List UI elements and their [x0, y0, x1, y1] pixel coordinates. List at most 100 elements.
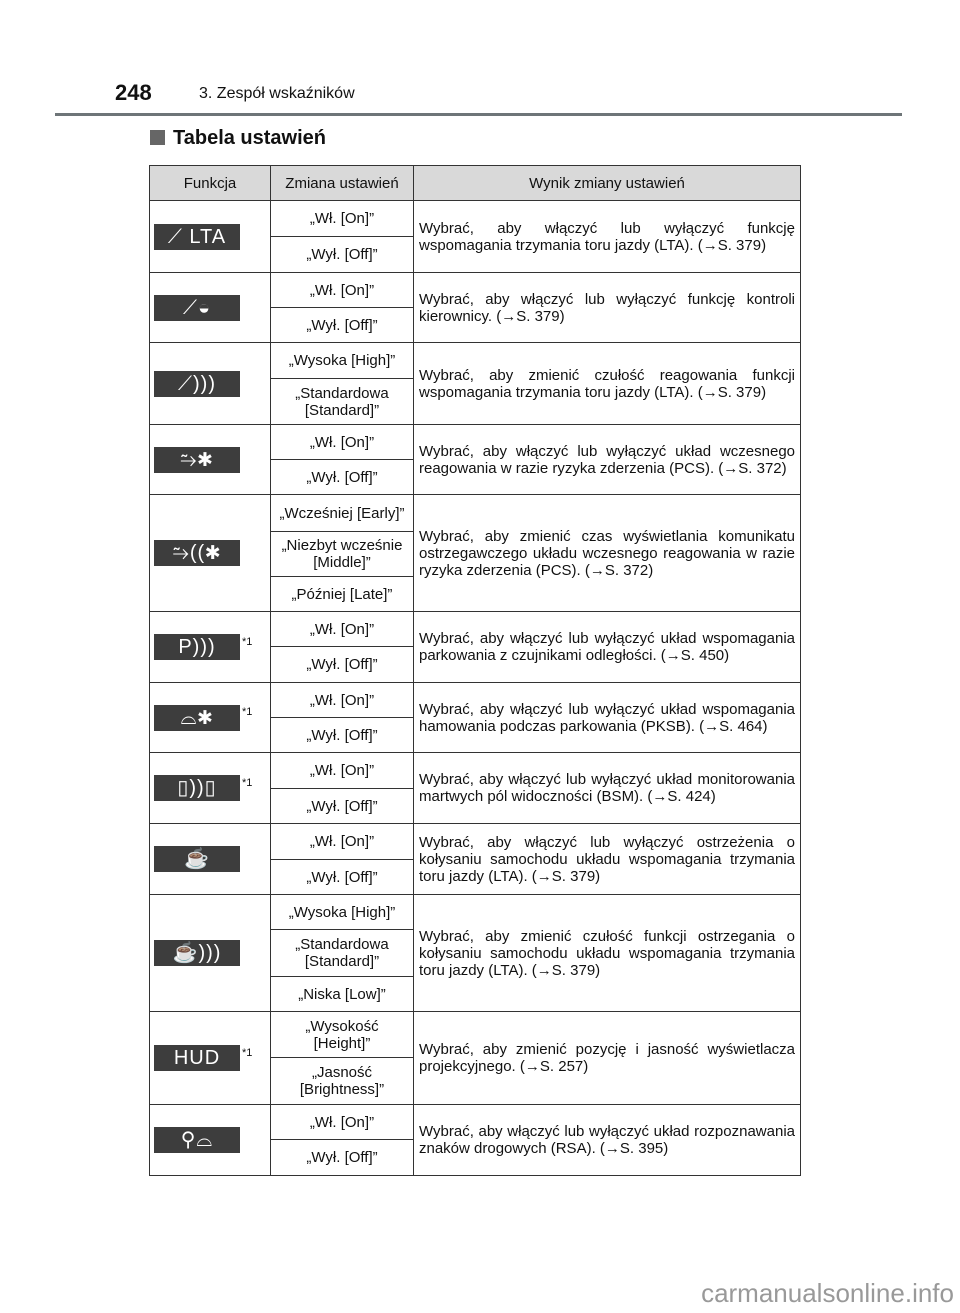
sway-sensitivity-icon: ☕))) — [154, 940, 240, 966]
option-cell: „Wł. [On]” — [270, 682, 414, 718]
table-row: P))) *1 „Wł. [On]” Wybrać, aby włączyć lub … — [149, 611, 801, 683]
col-header: Funkcja — [149, 165, 271, 201]
function-cell: ⟋))) — [149, 342, 271, 425]
option-cell: „Wył. [Off]” — [270, 788, 414, 824]
table-row: „Później [Late]” — [150, 576, 801, 612]
function-cell: ☕))) — [149, 894, 271, 1012]
option-cell: „Niska [Low]” — [270, 976, 414, 1012]
option-cell: „Niezbyt wcześnie [Middle]” — [270, 531, 414, 577]
table-row: ☕ „Wł. [On]” Wybrać, aby włączyć lub wyłąc… — [149, 823, 801, 895]
function-cell: ⥲✱ — [149, 424, 271, 495]
settings-table: Funkcja Zmiana ustawień Wynik zmiany ust… — [149, 165, 801, 1176]
option-cell: „Później [Late]” — [270, 576, 414, 612]
result-cell: Wybrać, aby włączyć lub wyłączyć funkcję… — [413, 200, 801, 273]
result-cell: Wybrać, aby włączyć lub wyłączyć układ w… — [413, 682, 801, 753]
option-cell: „Wł. [On]” — [270, 200, 414, 237]
page-number: 248 — [115, 80, 152, 105]
option-cell: „Wył. [Off]” — [270, 236, 414, 273]
table-row: „Wył. [Off]” — [150, 459, 801, 495]
sway-warning-icon: ☕ — [154, 846, 240, 872]
result-cell: Wybrać, aby zmienić czułość reagowania f… — [413, 342, 801, 425]
section-title-text: Tabela ustawień — [173, 127, 327, 149]
result-cell: Wybrać, aby zmienić czułość funkcji ostr… — [413, 894, 801, 1012]
function-cell: ⟋ LTA — [149, 200, 271, 273]
result-cell: Wybrać, aby włączyć lub wyłączyć układ r… — [413, 1104, 801, 1176]
table-row: ⟋))) „Wysoka [High]” Wybrać, aby zmienić c… — [149, 342, 801, 425]
function-cell: ▯))▯ *1 — [149, 752, 271, 824]
lta-icon: ⟋ LTA — [154, 223, 240, 250]
table-row: „Wył. [Off]” — [150, 859, 801, 895]
option-cell: „Wł. [On]” — [270, 611, 414, 647]
function-cell: HUD *1 — [149, 1011, 271, 1105]
footnote-marker: *1 — [242, 1046, 253, 1059]
pcs-icon: ⥲✱ — [154, 446, 240, 473]
rsa-icon: ⚲⌓ — [154, 1127, 240, 1153]
table-row: „Wył. [Off]” — [150, 717, 801, 753]
steering-control-icon: ⟋◒ — [154, 294, 240, 321]
option-cell: „Wysokość [Height]” — [270, 1011, 414, 1058]
result-cell: Wybrać, aby włączyć lub wyłączyć układ w… — [413, 424, 801, 495]
table-row: „Niska [Low]” — [150, 976, 801, 1012]
parking-sensor-icon: P))) — [154, 634, 240, 660]
chapter-title: 3. Zespół wskaźników — [199, 85, 355, 102]
function-cell: ⌓✱ *1 — [149, 682, 271, 753]
option-cell: „Standardowa [Standard]” — [270, 378, 414, 425]
col-header: Zmiana ustawień — [270, 165, 414, 201]
watermark: carmanualsonline.info — [701, 1278, 954, 1308]
function-cell: ⥲((✱ — [149, 494, 271, 612]
table-row: ⌓✱ *1 „Wł. [On]” Wybrać, aby włączyć lub wy… — [149, 682, 801, 753]
option-cell: „Wł. [On]” — [270, 424, 414, 460]
option-cell: „Wcześniej [Early]” — [270, 494, 414, 532]
table-row: „Wył. [Off]” — [150, 1139, 801, 1176]
option-cell: „Wył. [Off]” — [270, 859, 414, 895]
table-row: ⚲⌓ „Wł. [On]” Wybrać, aby włączyć lub wyłą… — [149, 1104, 801, 1176]
table-row: ⟋◒ „Wł. [On]” Wybrać, aby włączyć lub wyłą… — [149, 272, 801, 343]
function-cell: ⟋◒ — [149, 272, 271, 343]
function-cell: ☕ — [149, 823, 271, 895]
lta-sensitivity-icon: ⟋))) — [154, 370, 240, 397]
result-cell: Wybrać, aby zmienić czas wyświetlania ko… — [413, 494, 801, 612]
function-cell: ⚲⌓ — [149, 1104, 271, 1176]
option-cell: „Wył. [Off]” — [270, 1139, 414, 1176]
pksb-icon: ⌓✱ — [154, 704, 240, 731]
result-cell: Wybrać, aby włączyć lub wyłączyć układ w… — [413, 611, 801, 683]
footnote-marker: *1 — [242, 776, 253, 789]
col-header: Wynik zmiany ustawień — [413, 165, 801, 201]
table-row: „Jasność [Brightness]” — [150, 1057, 801, 1105]
table-row: „Wył. [Off]” — [150, 307, 801, 343]
result-cell: Wybrać, aby zmienić pozycję i jasność wy… — [413, 1011, 801, 1105]
footnote-marker: *1 — [242, 635, 253, 648]
option-cell: „Jasność [Brightness]” — [270, 1057, 414, 1105]
option-cell: „Wł. [On]” — [270, 752, 414, 789]
function-cell: P))) *1 — [149, 611, 271, 683]
footnote-marker: *1 — [242, 706, 253, 719]
section-title: Tabela ustawień — [150, 127, 326, 150]
option-cell: „Wył. [Off]” — [270, 459, 414, 495]
table-row: „Wył. [Off]” — [150, 236, 801, 273]
table-row: ⟋ LTA „Wł. [On]” Wybrać, aby włączyć lub w… — [149, 200, 801, 273]
table-row: „Niezbyt wcześnie [Middle]” — [150, 531, 801, 577]
option-cell: „Wysoka [High]” — [270, 894, 414, 930]
bsm-icon: ▯))▯ — [154, 775, 240, 801]
table-row: ⥲((✱ „Wcześniej [Early]” Wybrać, aby zmien… — [149, 494, 801, 612]
option-cell: „Wysoka [High]” — [270, 342, 414, 379]
table-row: ▯))▯ *1 „Wł. [On]” Wybrać, aby włączyć lub … — [149, 752, 801, 824]
option-cell: „Wył. [Off]” — [270, 307, 414, 343]
result-cell: Wybrać, aby włączyć lub wyłączyć ostrzeż… — [413, 823, 801, 895]
header-rule — [55, 113, 902, 116]
result-cell: Wybrać, aby włączyć lub wyłączyć układ m… — [413, 752, 801, 824]
option-cell: „Wył. [Off]” — [270, 717, 414, 753]
table-row: ⥲✱ „Wł. [On]” Wybrać, aby włączyć lub wyłą… — [149, 424, 801, 495]
option-cell: „Wł. [On]” — [270, 1104, 414, 1140]
pcs-timing-icon: ⥲((✱ — [154, 540, 240, 566]
table-row: HUD *1 „Wysokość [Height]” Wybrać, aby zmie… — [149, 1011, 801, 1105]
option-cell: „Wył. [Off]” — [270, 646, 414, 683]
table-row: „Wył. [Off]” — [150, 646, 801, 683]
option-cell: „Wł. [On]” — [270, 272, 414, 308]
table-row: ☕))) „Wysoka [High]” Wybrać, aby zmienić c… — [149, 894, 801, 1012]
option-cell: „Wł. [On]” — [270, 823, 414, 860]
hud-icon: HUD — [154, 1045, 240, 1071]
square-bullet-icon — [150, 130, 165, 145]
result-cell: Wybrać, aby włączyć lub wyłączyć funkcję… — [413, 272, 801, 343]
